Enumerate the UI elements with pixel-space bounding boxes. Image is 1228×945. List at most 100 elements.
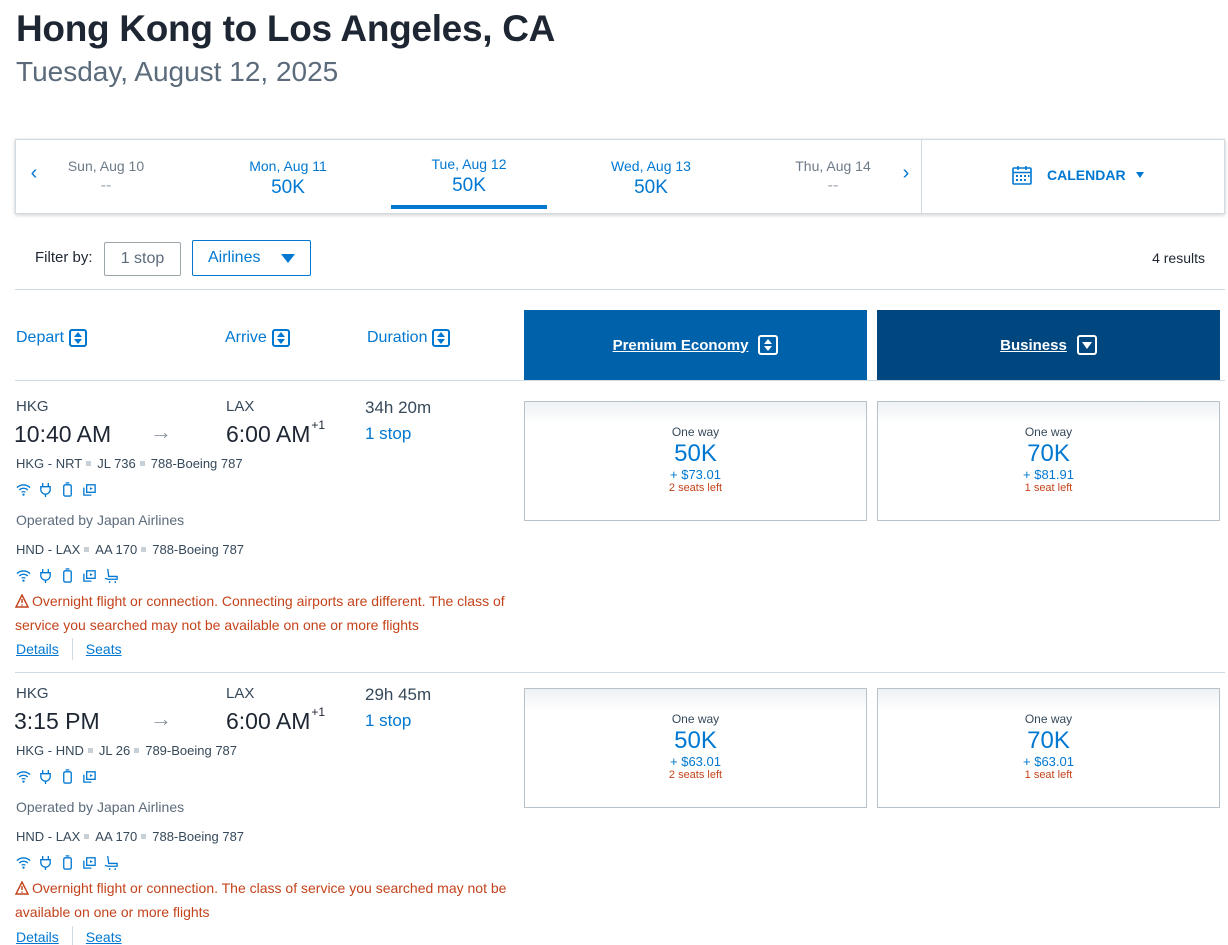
wifi-icon	[16, 570, 31, 582]
page-title: Hong Kong to Los Angeles, CA	[16, 8, 556, 49]
divider	[921, 140, 922, 213]
segment-info: HKG - HND JL 26 789-Boeing 787	[16, 743, 237, 758]
amenities	[16, 482, 97, 497]
segment-route: HND - LAX	[16, 542, 81, 557]
divider	[15, 672, 1225, 673]
wifi-icon	[16, 771, 31, 783]
segment-aircraft: 788-Boeing 787	[152, 829, 245, 844]
destination-airport: LAX	[226, 685, 255, 702]
origin-airport: HKG	[16, 685, 49, 702]
arrival-time-value: 6:00 AM	[226, 708, 311, 734]
stops-filter-button[interactable]: 1 stop	[104, 242, 181, 276]
date-price: --	[827, 177, 839, 194]
date-option-wed-aug-13[interactable]: Wed, Aug 13 50K	[573, 158, 729, 199]
power-outlet-icon	[40, 769, 51, 784]
origin-airport: HKG	[16, 398, 49, 415]
airlines-filter-dropdown[interactable]: Airlines	[192, 240, 311, 276]
sort-depart-button[interactable]: Depart	[16, 329, 88, 347]
power-outlet-icon	[40, 855, 51, 870]
segment-route: HKG - NRT	[16, 456, 83, 471]
operated-by: Operated by Japan Airlines	[16, 799, 185, 815]
sort-icon	[271, 329, 290, 347]
fare-type: One way	[671, 425, 720, 439]
departure-time: 10:40 AM	[14, 421, 112, 447]
previous-dates-arrow[interactable]: ‹	[30, 162, 38, 184]
separator	[141, 834, 147, 839]
stops-link[interactable]: 1 stop	[365, 424, 412, 443]
warning-icon	[14, 879, 30, 901]
segment-flight: AA 170	[95, 829, 138, 844]
seats-link[interactable]: Seats	[85, 929, 122, 945]
date-label: Tue, Aug 12	[431, 156, 507, 172]
date-option-thu-aug-14[interactable]: Thu, Aug 14 --	[755, 158, 911, 195]
separator	[134, 748, 140, 753]
selected-date-indicator	[391, 205, 547, 209]
results-count: 4 results	[1152, 250, 1205, 266]
segment-flight: AA 170	[95, 542, 138, 557]
separator	[84, 834, 90, 839]
calendar-button[interactable]: CALENDAR	[1011, 164, 1144, 186]
amenities	[16, 855, 119, 870]
sort-arrive-button[interactable]: Arrive	[225, 329, 290, 347]
operated-by: Operated by Japan Airlines	[16, 512, 185, 528]
date-price: 50K	[452, 175, 486, 196]
sort-icon	[432, 329, 451, 347]
business-fare-card[interactable]: One way 70K + $81.91 1 seat left	[877, 401, 1220, 521]
date-price: --	[100, 177, 112, 194]
arrive-header-label: Arrive	[225, 329, 267, 346]
date-label: Mon, Aug 11	[249, 158, 327, 174]
segment-aircraft: 788-Boeing 787	[150, 456, 243, 471]
date-option-sun-aug-10[interactable]: Sun, Aug 10 --	[28, 158, 184, 195]
seats-left: 2 seats left	[668, 482, 723, 494]
flight-links: Details Seats	[16, 926, 122, 945]
segment-info: HND - LAX AA 170 788-Boeing 787	[16, 542, 244, 557]
segment-aircraft: 788-Boeing 787	[152, 542, 245, 557]
flight-warning: Overnight flight or connection. Connecti…	[14, 590, 515, 636]
premium-economy-column-header[interactable]: Premium Economy	[524, 310, 867, 380]
premium-economy-fare-card[interactable]: One way 50K + $73.01 2 seats left	[524, 401, 867, 521]
sort-icon	[69, 329, 88, 347]
amenities	[16, 769, 97, 784]
flight-duration: 34h 20m	[365, 398, 432, 417]
flight-warning: Overnight flight or connection. The clas…	[14, 877, 515, 923]
entertainment-icon	[83, 484, 96, 496]
duration-header-label: Duration	[367, 329, 428, 346]
sort-descending-icon	[1076, 335, 1097, 355]
mobile-device-icon	[63, 769, 72, 784]
flight-links: Details Seats	[16, 638, 122, 660]
divider	[71, 926, 73, 945]
airlines-filter-label: Airlines	[208, 249, 261, 266]
next-dates-arrow[interactable]: ›	[902, 162, 910, 184]
date-label: Wed, Aug 13	[611, 158, 691, 174]
divider	[15, 380, 1225, 381]
sort-duration-button[interactable]: Duration	[367, 329, 451, 347]
date-option-mon-aug-11[interactable]: Mon, Aug 11 50K	[210, 158, 366, 199]
fare-taxes: + $81.91	[1023, 467, 1074, 482]
filter-label: Filter by:	[35, 249, 93, 266]
warning-text: Overnight flight or connection. Connecti…	[15, 593, 505, 633]
arrow-right-icon: →	[150, 706, 172, 731]
details-link[interactable]: Details	[16, 641, 59, 657]
fare-taxes: + $63.01	[670, 754, 721, 769]
premium-economy-fare-card[interactable]: One way 50K + $63.01 2 seats left	[524, 688, 867, 808]
business-fare-card[interactable]: One way 70K + $63.01 1 seat left	[877, 688, 1220, 808]
segment-route: HND - LAX	[16, 829, 81, 844]
fare-points: 50K	[674, 440, 717, 467]
mobile-device-icon	[63, 482, 72, 497]
fare-points: 70K	[1027, 727, 1070, 754]
seats-link[interactable]: Seats	[85, 641, 122, 657]
departure-time: 3:15 PM	[14, 708, 100, 734]
mobile-device-icon	[63, 568, 72, 583]
date-price: 50K	[634, 177, 668, 198]
date-option-tue-aug-12-selected[interactable]: Tue, Aug 12 50K	[391, 156, 547, 209]
segment-aircraft: 789-Boeing 787	[145, 743, 238, 758]
business-column-header[interactable]: Business	[877, 310, 1220, 380]
day-offset: +1	[311, 418, 326, 433]
fare-taxes: + $63.01	[1023, 754, 1074, 769]
details-link[interactable]: Details	[16, 929, 59, 945]
warning-text: Overnight flight or connection. The clas…	[15, 880, 507, 920]
stops-link[interactable]: 1 stop	[365, 711, 412, 730]
date-label: Sun, Aug 10	[67, 158, 145, 174]
power-outlet-icon	[40, 482, 51, 497]
entertainment-icon	[83, 857, 96, 869]
